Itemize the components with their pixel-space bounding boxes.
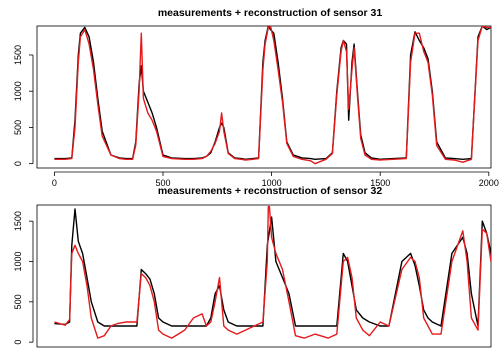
x-tick-label: 1000 — [262, 178, 282, 188]
y-tick-label: 500 — [13, 294, 23, 309]
x-tick-label: 500 — [155, 178, 170, 188]
y-tick-label: 500 — [13, 120, 23, 135]
y-tick-label: 1000 — [13, 81, 23, 101]
measurement-line — [54, 208, 491, 327]
x-tick-label: 1500 — [370, 178, 390, 188]
reconstruction-line — [54, 26, 491, 165]
y-tick-label: 0 — [13, 340, 23, 345]
x-tick-label: 2000 — [479, 178, 499, 188]
y-axis: 0 500 1000 1500 — [13, 211, 34, 345]
panel-bottom: measurements + reconstruction of sensor … — [13, 185, 492, 348]
reconstruction-line — [54, 205, 491, 339]
plot-frame — [36, 204, 492, 348]
series-lines — [54, 26, 491, 165]
measurement-line — [54, 26, 491, 161]
plot-frame — [36, 25, 492, 169]
x-tick-label: 0 — [52, 178, 57, 188]
y-axis: 0 500 1000 1500 — [13, 45, 34, 166]
panel-title: measurements + reconstruction of sensor … — [158, 185, 383, 197]
panel-top: measurements + reconstruction of sensor … — [13, 7, 499, 188]
y-tick-label: 1500 — [13, 211, 23, 231]
x-axis: 0 500 1000 1500 2000 — [52, 171, 499, 188]
y-tick-label: 0 — [13, 161, 23, 166]
y-tick-label: 1500 — [13, 45, 23, 65]
panel-title: measurements + reconstruction of sensor … — [158, 7, 383, 19]
series-lines — [54, 205, 491, 339]
y-tick-label: 1000 — [13, 251, 23, 271]
